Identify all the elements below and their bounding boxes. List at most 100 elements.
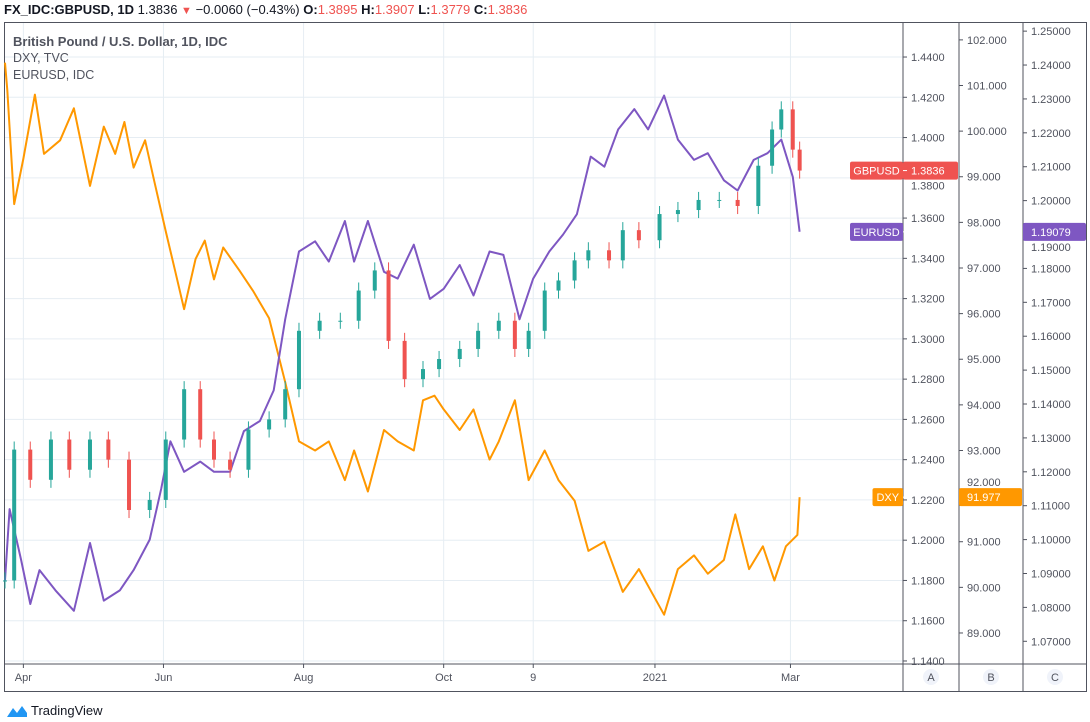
dxy-price-label: 91.977 (967, 492, 1001, 504)
price-axis-label-B: 95.000 (967, 354, 1001, 366)
dxy-price-tag (959, 488, 1022, 507)
gbpusd-candle[interactable] (67, 439, 72, 470)
gbpusd-candle[interactable] (542, 290, 547, 331)
gbpusd-candle[interactable] (779, 109, 784, 130)
gbpusd-candle[interactable] (756, 165, 761, 206)
gbpusd-candle[interactable] (338, 320, 343, 322)
price-axis-label-A: 1.4400 (911, 52, 945, 64)
gbpusd-candle[interactable] (296, 330, 301, 390)
gbpusd-candle[interactable] (3, 580, 7, 582)
gbpusd-candle[interactable] (87, 439, 92, 470)
gbpusd-candle[interactable] (790, 109, 795, 150)
tradingview-logo[interactable]: TradingView (6, 703, 103, 718)
price-axis-label-B: 91.000 (967, 537, 1001, 549)
price-axis-label-C: 1.09000 (1031, 568, 1071, 580)
scale-button-c[interactable] (1047, 669, 1063, 685)
gbpusd-candle[interactable] (717, 199, 722, 201)
open-label: O: (303, 2, 318, 17)
scale-button-a[interactable] (923, 669, 939, 685)
price-axis-label-C: 1.22000 (1031, 128, 1071, 140)
gbpusd-candle[interactable] (620, 230, 625, 261)
gbpusd-candle[interactable] (437, 359, 442, 370)
gbpusd-candle[interactable] (246, 429, 251, 470)
price-axis-label-A: 1.2600 (911, 414, 945, 426)
price-axis-label-B: 93.000 (967, 445, 1001, 457)
gbpusd-candle[interactable] (496, 320, 501, 331)
gbpusd-candle[interactable] (735, 199, 740, 206)
scale-button-label[interactable]: B (987, 672, 994, 684)
gbpusd-candle[interactable] (356, 290, 361, 321)
price-axis-label-B: 94.000 (967, 400, 1001, 412)
gbpusd-candle[interactable] (372, 270, 377, 291)
scale-button-label[interactable]: A (927, 672, 935, 684)
symbol-name[interactable]: FX_IDC:GBPUSD, 1D (4, 2, 135, 17)
scale-button-label[interactable]: C (1051, 672, 1059, 684)
gbpusd-candle[interactable] (283, 389, 288, 420)
time-axis-label: Oct (435, 672, 452, 684)
price-change: −0.0060 (−0.43%) (195, 2, 300, 17)
dxy-name-tag (872, 488, 903, 507)
gbpusd-candle[interactable] (28, 449, 33, 480)
price-axis-label-C: 1.23000 (1031, 94, 1071, 106)
time-axis-label: Aug (294, 672, 314, 684)
eurusd-line[interactable] (4, 94, 801, 612)
gbpusd-candle[interactable] (556, 280, 561, 291)
symbol-header: FX_IDC:GBPUSD, 1D 1.3836 ▼ −0.0060 (−0.4… (4, 2, 527, 17)
dxy-line[interactable] (4, 62, 801, 616)
gbpusd-candle[interactable] (163, 439, 168, 500)
price-axis-label-B: 101.000 (967, 81, 1007, 93)
price-axis-label-A: 1.3600 (911, 213, 945, 225)
scale-button-b[interactable] (983, 669, 999, 685)
chart-legend: British Pound / U.S. Dollar, 1D, IDC DXY… (13, 33, 228, 84)
gbpusd-candle[interactable] (657, 214, 662, 241)
gbpusd-candle[interactable] (386, 270, 391, 341)
price-axis-label-C: 1.25000 (1031, 26, 1071, 38)
gbpusd-candle[interactable] (696, 199, 701, 211)
price-axis-label-B: 97.000 (967, 263, 1001, 275)
price-axis-label-C: 1.19000 (1031, 242, 1071, 254)
legend-main-series[interactable]: British Pound / U.S. Dollar, 1D, IDC (13, 34, 228, 49)
price-axis-label-B: 90.000 (967, 582, 1001, 594)
gbpusd-candle[interactable] (586, 250, 591, 261)
gbpusd-candle[interactable] (636, 230, 641, 241)
gbpusd-candle[interactable] (198, 389, 203, 440)
gbpusd-candle[interactable] (420, 369, 425, 380)
close-label: C: (473, 2, 488, 17)
gbpusd-candle[interactable] (12, 449, 17, 581)
gbpusd-candle[interactable] (127, 459, 132, 510)
gbpusd-candle[interactable] (457, 348, 462, 360)
gbpusd-candle[interactable] (526, 330, 531, 349)
gbpusd-candle[interactable] (402, 340, 407, 380)
price-axis-label-C: 1.07000 (1031, 636, 1071, 648)
gbpusd-candle[interactable] (797, 149, 802, 171)
gbpusd-candle[interactable] (317, 320, 322, 331)
gbpusd-candle[interactable] (476, 330, 481, 349)
price-axis-label-C: 1.21000 (1031, 162, 1071, 174)
gbpusd-candle[interactable] (607, 250, 612, 261)
price-axis-label-C: 1.18000 (1031, 263, 1071, 275)
gbpusd-candle[interactable] (182, 389, 187, 440)
gbpusd-candle[interactable] (211, 439, 216, 460)
gbpusd-candle[interactable] (228, 459, 233, 470)
gbpusd-candle[interactable] (770, 129, 775, 166)
price-axis-label-C: 1.24000 (1031, 60, 1071, 72)
gbpusd-candle[interactable] (512, 320, 517, 349)
gbpusd-candle[interactable] (147, 499, 152, 510)
gbpusd-candle[interactable] (675, 210, 680, 215)
tradingview-logo-icon (7, 705, 27, 717)
eurusd-price-tag (1023, 222, 1086, 241)
price-axis-label-C: 1.13000 (1031, 433, 1071, 445)
gbpusd-candle[interactable] (48, 439, 53, 480)
low-label: L: (418, 2, 431, 17)
time-axis-label: Mar (781, 672, 800, 684)
open-value: 1.3895 (317, 2, 358, 17)
legend-eurusd[interactable]: EURUSD, IDC (13, 68, 95, 82)
gbpusd-candle[interactable] (267, 419, 272, 430)
price-axis-label-C: 1.14000 (1031, 399, 1071, 411)
price-axis-label-C: 1.15000 (1031, 365, 1071, 377)
gbpusd-candle[interactable] (572, 260, 577, 281)
gbpusd-candle[interactable] (106, 439, 111, 460)
legend-dxy[interactable]: DXY, TVC (13, 51, 69, 65)
time-axis-label: Jun (155, 672, 173, 684)
